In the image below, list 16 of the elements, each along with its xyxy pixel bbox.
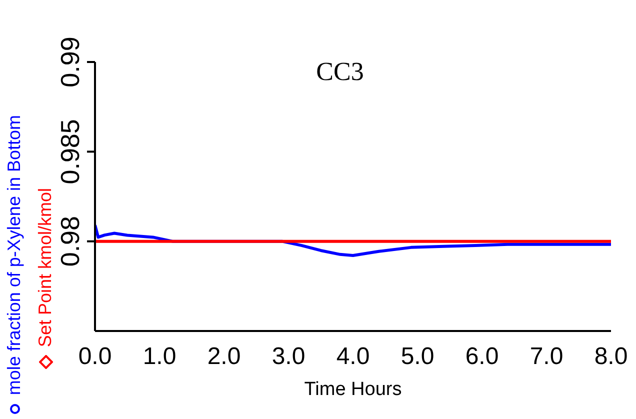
text: Set Point kmol/kmol <box>35 188 56 347</box>
x-axis-title: Time Hours <box>304 379 402 400</box>
x-tick-label: 1.0 <box>142 343 176 370</box>
x-tick-label: 5.0 <box>400 343 434 370</box>
chart-title: CC3 <box>316 57 364 86</box>
y-tick-label: 0.985 <box>55 119 85 184</box>
x-tick-label: 4.0 <box>336 343 370 370</box>
x-tick-label: 6.0 <box>465 343 499 370</box>
y-tick-label: 0.99 <box>55 36 85 88</box>
y-tick-label: 0.98 <box>55 216 85 267</box>
x-tick-label: 8.0 <box>594 343 628 370</box>
x-tick-label: 7.0 <box>530 343 564 370</box>
text: mole fraction of p-Xylene in Bottom <box>4 114 25 395</box>
x-tick-label: 3.0 <box>272 343 306 370</box>
x-tick-label: 2.0 <box>207 343 241 370</box>
x-tick-label: 0.0 <box>78 343 112 370</box>
